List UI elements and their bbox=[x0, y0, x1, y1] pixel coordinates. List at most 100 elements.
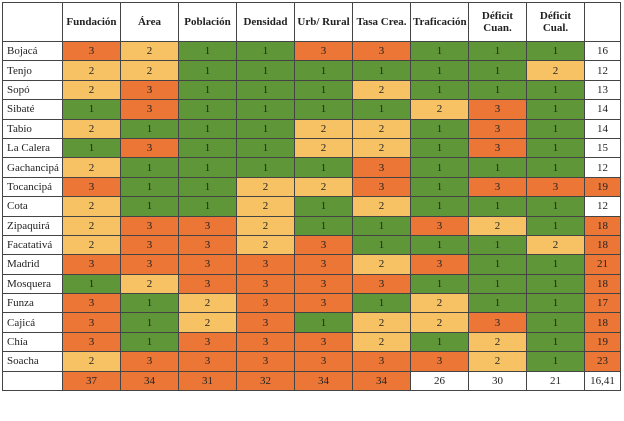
row-name: Sopó bbox=[2, 79, 63, 101]
score-cell: 1 bbox=[410, 331, 469, 353]
total-cell: 16 bbox=[584, 40, 621, 62]
row-name: Gachancipá bbox=[2, 157, 63, 178]
score-cell: 1 bbox=[410, 234, 469, 256]
score-cell: 3 bbox=[294, 273, 353, 295]
total-cell: 23 bbox=[584, 351, 621, 372]
score-cell: 1 bbox=[410, 157, 469, 178]
score-cell: 2 bbox=[352, 118, 411, 139]
score-cell: 2 bbox=[352, 137, 411, 159]
score-cell: 2 bbox=[120, 60, 179, 81]
score-cell: 1 bbox=[526, 40, 585, 62]
total-cell: 12 bbox=[584, 60, 621, 81]
score-cell: 3 bbox=[352, 40, 411, 62]
score-cell: 1 bbox=[410, 79, 469, 101]
score-cell: 1 bbox=[526, 293, 585, 314]
column-total: 26 bbox=[410, 370, 469, 392]
score-cell: 2 bbox=[294, 118, 353, 139]
data-row: Cajicá 3 1 2 3 1 2 2 3 1 18 bbox=[2, 312, 621, 333]
score-cell: 3 bbox=[352, 273, 411, 295]
score-cell: 2 bbox=[352, 312, 411, 333]
score-cell: 3 bbox=[178, 254, 237, 275]
header-row: Fundación Área Población Densidad Urb/ Rural… bbox=[2, 2, 621, 42]
score-cell: 3 bbox=[62, 312, 121, 333]
data-row: Tabio 2 1 1 1 2 2 1 3 1 14 bbox=[2, 118, 621, 139]
row-name: Cajicá bbox=[2, 312, 63, 333]
score-cell: 2 bbox=[468, 215, 527, 236]
row-name: Facatativá bbox=[2, 234, 63, 256]
data-row: Gachancipá 2 1 1 1 1 3 1 1 1 12 bbox=[2, 157, 621, 178]
score-cell: 3 bbox=[468, 176, 527, 198]
row-name: Funza bbox=[2, 293, 63, 314]
score-cell: 3 bbox=[236, 351, 295, 372]
score-cell: 3 bbox=[62, 254, 121, 275]
score-cell: 1 bbox=[178, 99, 237, 120]
score-cell: 1 bbox=[178, 60, 237, 81]
score-cell: 1 bbox=[352, 215, 411, 236]
score-cell: 3 bbox=[120, 215, 179, 236]
column-header: Déficit Cuan. bbox=[468, 2, 527, 42]
score-cell: 2 bbox=[236, 215, 295, 236]
score-cell: 2 bbox=[62, 215, 121, 236]
score-cell: 1 bbox=[120, 196, 179, 217]
row-name: Bojacá bbox=[2, 40, 63, 62]
column-header: Traficación bbox=[410, 2, 469, 42]
total-cell: 13 bbox=[584, 79, 621, 101]
total-cell: 14 bbox=[584, 99, 621, 120]
score-cell: 1 bbox=[526, 312, 585, 333]
score-cell: 1 bbox=[410, 60, 469, 81]
column-total: 21 bbox=[526, 370, 585, 392]
score-cell: 3 bbox=[120, 351, 179, 372]
score-cell: 3 bbox=[178, 234, 237, 256]
score-cell: 2 bbox=[62, 351, 121, 372]
score-cell: 3 bbox=[410, 351, 469, 372]
score-cell: 3 bbox=[178, 351, 237, 372]
score-cell: 2 bbox=[468, 331, 527, 353]
score-cell: 3 bbox=[468, 118, 527, 139]
score-cell: 1 bbox=[294, 196, 353, 217]
column-header: Población bbox=[178, 2, 237, 42]
score-cell: 3 bbox=[120, 137, 179, 159]
column-total: 34 bbox=[352, 370, 411, 392]
column-total: 32 bbox=[236, 370, 295, 392]
score-cell: 3 bbox=[526, 176, 585, 198]
score-cell: 1 bbox=[294, 79, 353, 101]
score-cell: 1 bbox=[410, 273, 469, 295]
score-cell: 2 bbox=[352, 196, 411, 217]
score-cell: 2 bbox=[62, 234, 121, 256]
row-name: La Calera bbox=[2, 137, 63, 159]
data-row: La Calera 1 3 1 1 2 2 1 3 1 15 bbox=[2, 137, 621, 159]
score-cell: 1 bbox=[294, 312, 353, 333]
column-header: Área bbox=[120, 2, 179, 42]
score-cell: 3 bbox=[410, 254, 469, 275]
score-cell: 1 bbox=[410, 137, 469, 159]
total-cell: 18 bbox=[584, 273, 621, 295]
row-name: Soacha bbox=[2, 351, 63, 372]
score-cell: 1 bbox=[236, 137, 295, 159]
data-row: Tenjo 2 2 1 1 1 1 1 1 2 12 bbox=[2, 60, 621, 81]
score-cell: 2 bbox=[62, 60, 121, 81]
score-cell: 3 bbox=[62, 176, 121, 198]
score-cell: 3 bbox=[352, 351, 411, 372]
score-cell: 1 bbox=[526, 137, 585, 159]
score-cell: 1 bbox=[236, 157, 295, 178]
score-cell: 1 bbox=[236, 118, 295, 139]
score-cell: 2 bbox=[410, 312, 469, 333]
score-cell: 3 bbox=[178, 331, 237, 353]
score-cell: 2 bbox=[120, 40, 179, 62]
total-cell: 18 bbox=[584, 234, 621, 256]
score-cell: 1 bbox=[352, 99, 411, 120]
score-cell: 1 bbox=[62, 137, 121, 159]
column-total: 34 bbox=[120, 370, 179, 392]
total-cell: 12 bbox=[584, 157, 621, 178]
score-cell: 1 bbox=[178, 79, 237, 101]
score-cell: 1 bbox=[526, 157, 585, 178]
score-cell: 3 bbox=[236, 331, 295, 353]
row-name: Madrid bbox=[2, 254, 63, 275]
score-cell: 2 bbox=[410, 293, 469, 314]
score-cell: 2 bbox=[468, 351, 527, 372]
data-row: Sibaté 1 3 1 1 1 1 2 3 1 14 bbox=[2, 99, 621, 120]
score-cell: 2 bbox=[410, 99, 469, 120]
score-cell: 1 bbox=[178, 40, 237, 62]
score-cell: 1 bbox=[468, 234, 527, 256]
